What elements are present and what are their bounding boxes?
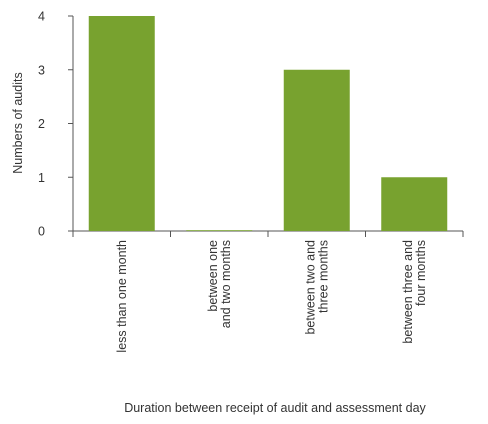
x-axis-title: Duration between receipt of audit and as… xyxy=(124,401,426,415)
x-tick-label: between one xyxy=(206,240,220,312)
y-tick-label: 4 xyxy=(38,10,45,24)
x-tick-label: four months xyxy=(414,240,428,306)
bar xyxy=(381,177,448,231)
x-tick-label: three months xyxy=(316,240,330,313)
x-tick-label: and two months xyxy=(219,240,233,328)
y-tick-label: 3 xyxy=(38,63,45,77)
y-axis: 0 1 2 3 4 xyxy=(38,10,74,239)
x-tick-label: less than one month xyxy=(115,240,129,353)
y-tick-label: 2 xyxy=(38,117,45,131)
bar xyxy=(88,16,155,231)
x-tick-labels: less than one month between one and two mo… xyxy=(115,240,428,353)
bar xyxy=(186,230,253,231)
y-axis-title: Numbers of audits xyxy=(11,72,25,173)
x-tick-label: between two and xyxy=(303,240,317,335)
x-axis xyxy=(72,230,464,237)
y-tick-label: 1 xyxy=(38,171,45,185)
x-tick-label: between three and xyxy=(401,240,415,344)
bars xyxy=(88,16,448,231)
bar xyxy=(283,69,350,231)
y-tick-label: 0 xyxy=(38,225,45,239)
